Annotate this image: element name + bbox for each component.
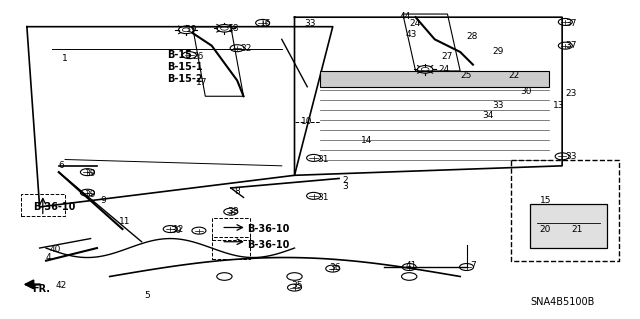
Circle shape [287, 273, 302, 280]
Text: 7: 7 [470, 261, 476, 270]
Text: 33: 33 [304, 19, 316, 28]
Text: B-36-10: B-36-10 [33, 202, 76, 212]
Text: 39: 39 [170, 226, 182, 235]
Text: B-15
B-15-1
B-15-2: B-15 B-15-1 B-15-2 [167, 50, 203, 84]
Text: 39: 39 [84, 190, 96, 199]
Text: 35: 35 [291, 281, 303, 291]
FancyBboxPatch shape [531, 204, 607, 248]
Text: 20: 20 [540, 225, 551, 234]
Text: 5: 5 [145, 291, 150, 300]
Text: 24: 24 [409, 19, 420, 28]
Text: 25: 25 [460, 71, 472, 80]
Text: B-36-10: B-36-10 [246, 224, 289, 234]
Text: 8: 8 [234, 187, 240, 196]
Text: 16: 16 [259, 19, 271, 28]
Text: 21: 21 [572, 225, 583, 234]
Text: 11: 11 [119, 217, 131, 226]
Text: 23: 23 [565, 89, 577, 98]
Text: B-36-10: B-36-10 [246, 240, 289, 250]
Text: 24: 24 [438, 65, 449, 74]
Text: 1: 1 [62, 54, 68, 63]
Text: 33: 33 [492, 101, 504, 110]
Text: 37: 37 [565, 19, 577, 28]
Text: 44: 44 [399, 12, 411, 21]
FancyBboxPatch shape [320, 71, 549, 87]
Circle shape [401, 273, 417, 280]
Text: 4: 4 [46, 253, 52, 262]
Text: 18: 18 [228, 24, 239, 33]
Text: 30: 30 [521, 87, 532, 96]
Text: 2: 2 [342, 175, 348, 185]
Text: 28: 28 [467, 32, 478, 41]
Text: FR.: FR. [32, 284, 50, 294]
Text: 13: 13 [552, 101, 564, 110]
Text: 9: 9 [100, 196, 106, 205]
Text: SNA4B5100B: SNA4B5100B [531, 297, 595, 307]
Text: 36: 36 [330, 263, 341, 271]
Text: 34: 34 [483, 111, 494, 120]
Text: 41: 41 [406, 261, 417, 270]
Text: 19: 19 [186, 25, 198, 34]
Text: 22: 22 [508, 71, 519, 80]
Text: 6: 6 [59, 161, 65, 170]
Text: 42: 42 [56, 281, 67, 291]
Text: 33: 33 [565, 152, 577, 161]
Text: 40: 40 [49, 245, 61, 254]
Text: 43: 43 [406, 30, 417, 39]
Text: 3: 3 [342, 182, 348, 191]
Text: 15: 15 [540, 196, 551, 205]
Text: 37: 37 [565, 41, 577, 50]
Text: 10: 10 [301, 117, 312, 126]
Text: 17: 17 [196, 78, 207, 86]
Text: 27: 27 [441, 52, 452, 61]
Text: 29: 29 [492, 48, 504, 56]
Text: 31: 31 [317, 155, 328, 164]
Circle shape [217, 273, 232, 280]
Text: 38: 38 [228, 207, 239, 216]
Text: 32: 32 [241, 44, 252, 53]
Text: 14: 14 [362, 136, 372, 145]
Text: 31: 31 [317, 193, 328, 202]
Text: 39: 39 [84, 169, 96, 178]
Text: 26: 26 [193, 52, 204, 61]
Text: 12: 12 [173, 225, 185, 234]
